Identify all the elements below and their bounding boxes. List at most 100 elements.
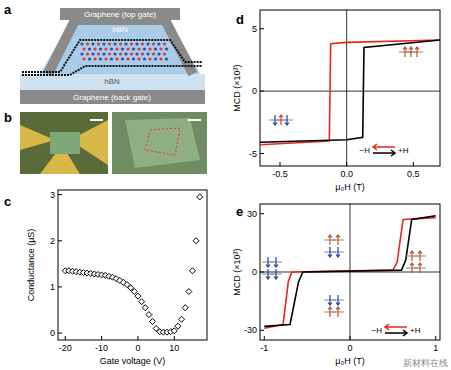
- crystal-atom: [119, 52, 122, 55]
- crystal-atom: [141, 42, 144, 45]
- y-tick: [260, 28, 264, 29]
- spin-arrow: [336, 235, 340, 245]
- x-axis-label: μ₀H (T): [335, 356, 364, 366]
- crystal-atom: [163, 52, 166, 55]
- plot-frame: [58, 190, 207, 340]
- image-left: [20, 112, 108, 174]
- series-line: [260, 40, 440, 145]
- crystal-atom: [124, 42, 127, 45]
- point: [171, 328, 177, 334]
- crystal-atom: [108, 42, 111, 45]
- spin-arrow: [410, 251, 414, 261]
- data-group: [62, 194, 202, 335]
- spin-arrow: [328, 295, 332, 305]
- point: [186, 289, 192, 295]
- crystal-atom: [91, 52, 94, 55]
- crystal-atom: [159, 47, 162, 50]
- crystal-atom: [165, 47, 168, 50]
- crystal-atom: [119, 42, 122, 45]
- crystal-atom: [126, 57, 129, 60]
- panel-label: e: [236, 204, 243, 219]
- crystal-atom: [86, 52, 89, 55]
- point: [175, 323, 181, 329]
- spin-arrow: [266, 269, 270, 279]
- y-tick: [260, 330, 264, 331]
- scale-bar: [90, 119, 103, 121]
- spin-arrow: [418, 251, 422, 261]
- watermark: 新材料在线: [403, 358, 448, 368]
- spin-arrow: [410, 263, 414, 273]
- x-tick: [137, 336, 138, 340]
- plot-frame: [260, 204, 440, 340]
- spin-arrow: [285, 115, 289, 125]
- point: [179, 316, 185, 322]
- crystal-atom: [141, 52, 144, 55]
- x-axis-label: Gate voltage (V): [100, 356, 166, 366]
- y-tick: [58, 194, 62, 195]
- point: [189, 268, 195, 274]
- crystal-atom: [104, 47, 107, 50]
- crystal-atom: [102, 42, 105, 45]
- crystal-atom: [86, 42, 89, 45]
- x-tick-label: 1: [433, 343, 438, 353]
- sweep-arrow: [385, 330, 407, 336]
- data-group: [264, 216, 435, 329]
- crystal-atom: [97, 42, 100, 45]
- figure: aGraphene (top gate)hBNhBNGraphene (back…: [0, 0, 451, 370]
- crystal-atom: [148, 57, 151, 60]
- crystal-atom: [148, 47, 151, 50]
- crystal-atom: [115, 57, 118, 60]
- back-gate: [20, 90, 205, 104]
- y-tick: [58, 240, 62, 241]
- y-tick: [58, 333, 62, 334]
- spin-arrow: [415, 47, 419, 57]
- crystal-atom: [157, 52, 160, 55]
- flake-outline: [145, 128, 180, 155]
- y-tick: [260, 272, 264, 273]
- crystal-atom: [159, 57, 162, 60]
- crystal-atom: [91, 42, 94, 45]
- spin-arrow: [336, 307, 340, 317]
- panel-label: d: [236, 12, 244, 27]
- x-tick: [435, 336, 436, 340]
- x-tick: [264, 336, 265, 340]
- crystal-atom: [88, 47, 91, 50]
- crystal-atom: [157, 42, 160, 45]
- y-tick: [58, 286, 62, 287]
- schematic: Graphene (top gate)hBNhBNGraphene (back …: [20, 8, 205, 104]
- flake: [125, 118, 200, 168]
- x-tick: [346, 162, 347, 166]
- sweep-arrow: [385, 324, 407, 330]
- x-tick: [65, 336, 66, 340]
- crystal-atom: [135, 42, 138, 45]
- crystal-atom: [121, 47, 124, 50]
- data-group: [260, 40, 440, 145]
- point: [135, 293, 141, 299]
- y-tick-label: 30: [247, 209, 257, 219]
- crystal-atom: [152, 52, 155, 55]
- annotation: −H: [360, 146, 371, 155]
- y-tick: [260, 153, 264, 154]
- chart: c-20-100100123Gate voltage (V)Conductanc…: [4, 190, 207, 366]
- chart: e-101-30030μ₀H (T)MCD (×10³)−H+H: [232, 204, 440, 366]
- bottom-hbn: [20, 74, 205, 90]
- x-tick-label: 0.0: [340, 169, 353, 179]
- crystal-atom: [99, 47, 102, 50]
- layer-label: hBN: [112, 25, 128, 34]
- y-tick: [260, 91, 264, 92]
- zero-line: [350, 204, 351, 340]
- y-tick-label: -30: [244, 325, 257, 335]
- crystal-atom: [146, 42, 149, 45]
- point: [146, 312, 152, 318]
- point: [149, 319, 155, 325]
- device-area: [50, 132, 80, 154]
- x-axis-label: μ₀H (T): [335, 182, 364, 192]
- spin-icons: [262, 235, 426, 317]
- crystal-atom: [80, 52, 83, 55]
- spin-arrow: [328, 247, 332, 257]
- crystal-atom: [137, 57, 140, 60]
- zero-line: [260, 91, 440, 92]
- x-tick-label: 0: [347, 343, 352, 353]
- graphene-contact: [22, 66, 202, 75]
- spin-arrow: [336, 247, 340, 257]
